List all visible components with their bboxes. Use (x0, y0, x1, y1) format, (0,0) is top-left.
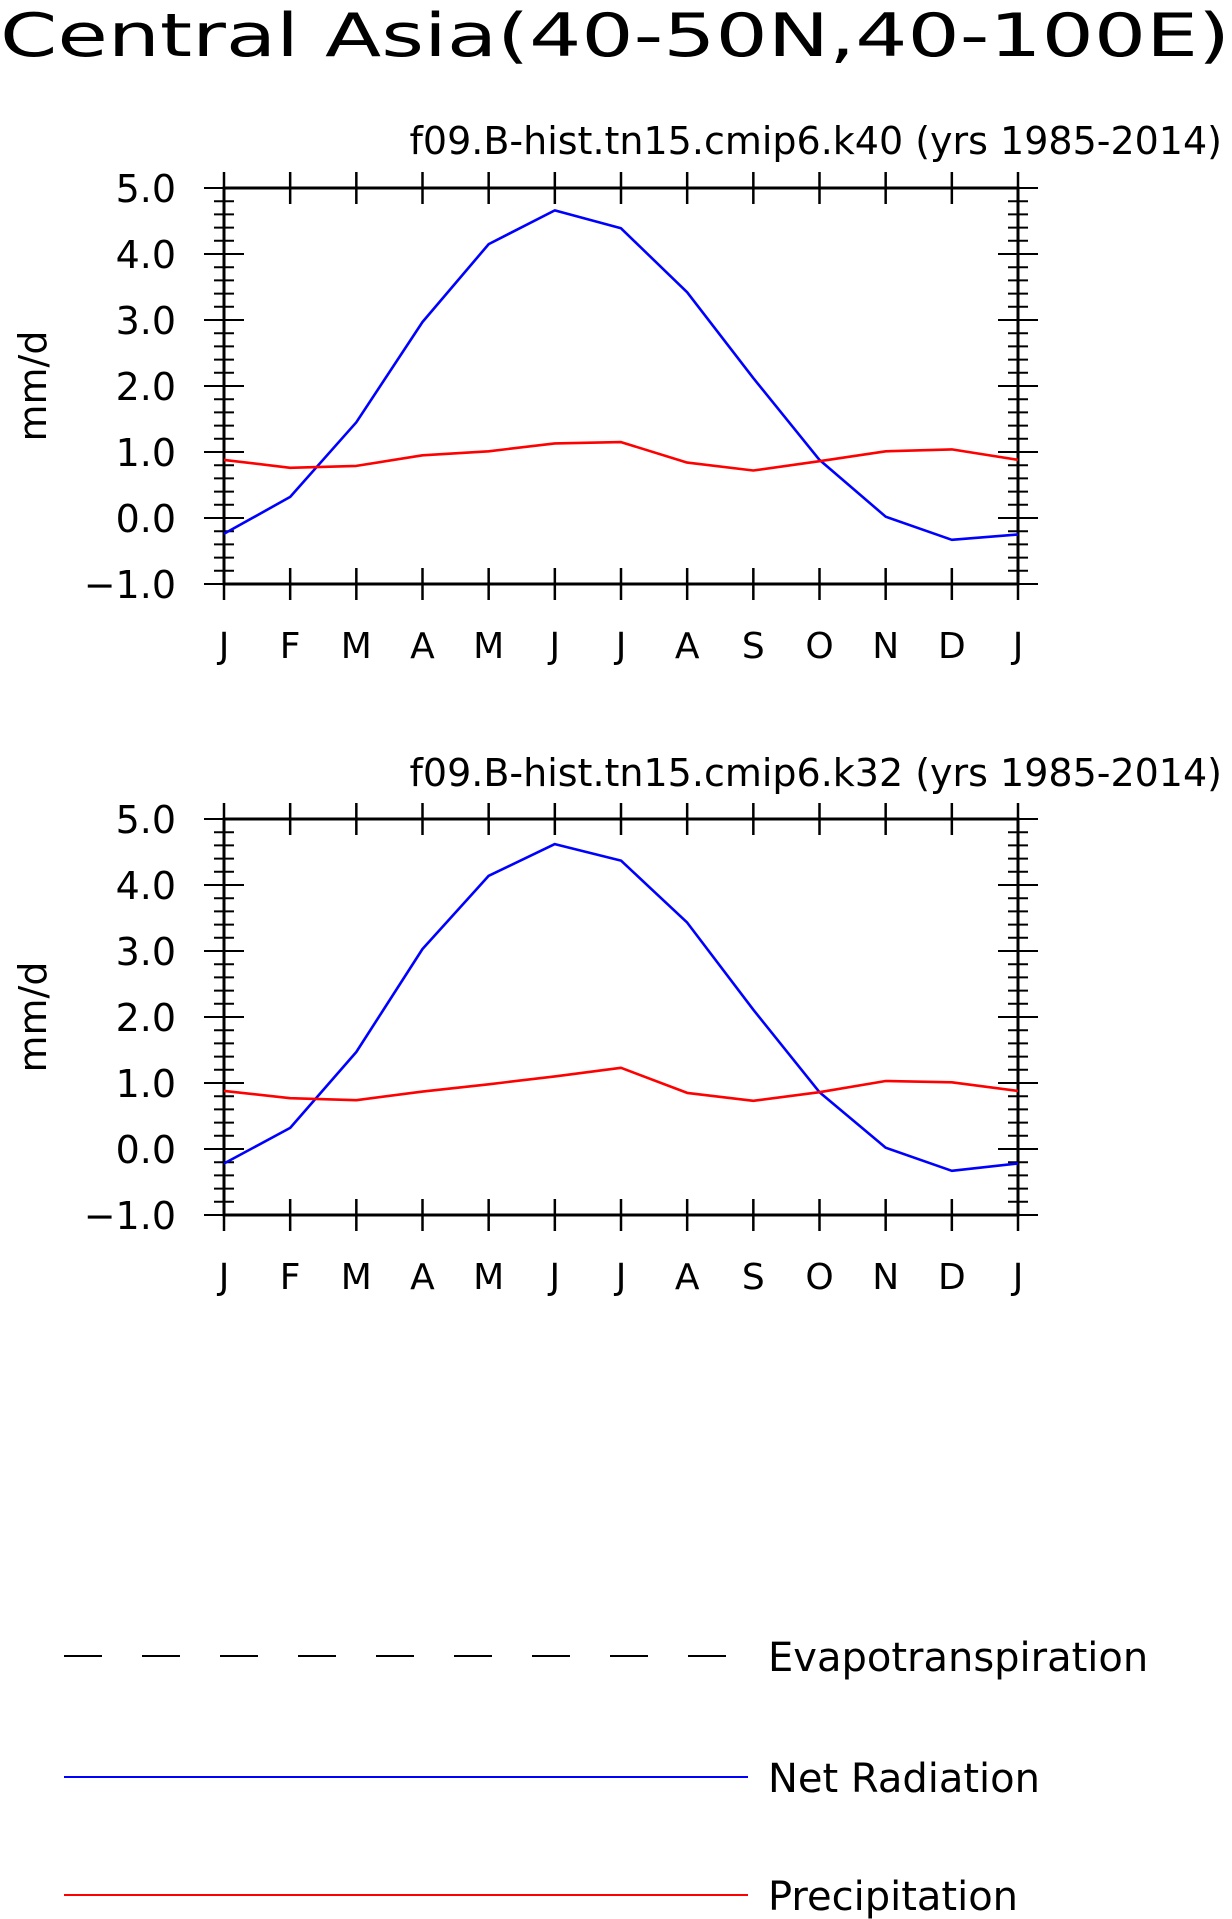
y-tick-label: 4.0 (116, 864, 176, 908)
x-tick-label: M (473, 1257, 504, 1298)
y-tick-label: 4.0 (116, 233, 176, 277)
x-tick-label: J (548, 626, 561, 667)
x-tick-label: J (217, 1257, 230, 1298)
x-tick-label: N (872, 1257, 899, 1298)
y-axis-label: mm/d (11, 331, 55, 442)
x-ticks (222, 803, 1020, 1231)
y-ticks (204, 818, 1038, 1216)
x-tick-label: D (938, 626, 966, 667)
x-tick-label: A (410, 626, 435, 667)
y-tick-label: −1.0 (84, 1194, 176, 1238)
x-tick-label: A (675, 1257, 700, 1298)
y-tick-label: 1.0 (116, 431, 176, 475)
x-tick-label: O (805, 1257, 833, 1298)
series-line-precipitation (223, 1066, 1019, 1103)
x-tick-label: J (614, 1257, 627, 1298)
chart-panel-1: f09.B-hist.tn15.cmip6.k40 (yrs 1985-2014… (11, 119, 1222, 667)
y-tick-labels: 5.0 4.0 3.0 2.0 1.0 0.0 −1.0 (84, 798, 176, 1238)
y-tick-label: 0.0 (116, 497, 176, 541)
y-tick-label: 3.0 (116, 930, 176, 974)
legend-label-precipitation: Precipitation (768, 1874, 1018, 1919)
x-tick-label: S (742, 1257, 765, 1298)
x-tick-label: O (805, 626, 833, 667)
x-tick-label: J (614, 626, 627, 667)
y-tick-label: 2.0 (116, 365, 176, 409)
y-tick-label: 2.0 (116, 996, 176, 1040)
x-tick-label: J (1011, 1257, 1024, 1298)
series-line-precipitation (223, 440, 1019, 472)
x-tick-label: N (872, 626, 899, 667)
x-tick-label: M (341, 1257, 372, 1298)
x-tick-label: D (938, 1257, 966, 1298)
series-line-net-radiation (223, 209, 1019, 542)
legend: Evapotranspiration Net Radiation Precipita… (64, 1635, 1148, 1919)
x-tick-label: J (217, 626, 230, 667)
y-tick-label: −1.0 (84, 563, 176, 607)
x-tick-label: A (675, 626, 700, 667)
y-tick-label: 5.0 (116, 167, 176, 211)
y-axis-label: mm/d (11, 962, 55, 1073)
chart-panel-2: f09.B-hist.tn15.cmip6.k32 (yrs 1985-2014… (11, 751, 1222, 1298)
x-tick-label: J (548, 1257, 561, 1298)
chart-title: f09.B-hist.tn15.cmip6.k32 (yrs 1985-2014… (410, 751, 1222, 795)
legend-label-net-radiation: Net Radiation (768, 1756, 1040, 1802)
x-tick-label: S (742, 626, 765, 667)
x-tick-label: F (280, 626, 301, 667)
chart-title: f09.B-hist.tn15.cmip6.k40 (yrs 1985-2014… (410, 119, 1222, 163)
x-tick-label: M (341, 626, 372, 667)
plots: f09.B-hist.tn15.cmip6.k40 (yrs 1985-2014… (11, 119, 1222, 1298)
x-tick-label: F (280, 1257, 301, 1298)
plot-frame (222, 186, 1020, 586)
y-ticks (204, 187, 1038, 585)
plot-frame (222, 817, 1020, 1217)
y-tick-label: 0.0 (116, 1128, 176, 1172)
y-tick-label: 5.0 (116, 798, 176, 842)
y-tick-label: 1.0 (116, 1062, 176, 1106)
x-tick-label: A (410, 1257, 435, 1298)
page-title: Central Asia(40-50N,40-100E) (0, 1, 1230, 71)
y-tick-label: 3.0 (116, 299, 176, 343)
series-line-net-radiation (223, 842, 1019, 1173)
x-ticks (222, 172, 1020, 600)
y-tick-labels: 5.0 4.0 3.0 2.0 1.0 0.0 −1.0 (84, 167, 176, 607)
x-tick-label: M (473, 626, 504, 667)
legend-label-evapotranspiration: Evapotranspiration (768, 1635, 1148, 1681)
x-tick-label: J (1011, 626, 1024, 667)
